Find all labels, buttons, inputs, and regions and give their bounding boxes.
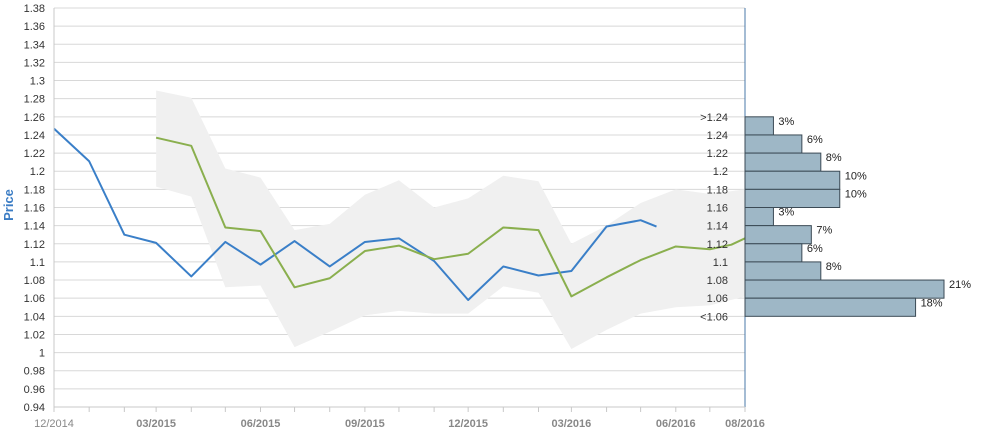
y-tick-label-0: 0.94 [24, 402, 45, 414]
y-tick-label-20: 1.34 [24, 39, 45, 51]
y-tick-label-9: 1.12 [24, 239, 45, 251]
y-tick-label-16: 1.26 [24, 112, 45, 124]
dist-bar-percent-7: 6% [807, 243, 823, 255]
dist-bar-2 [744, 152, 822, 172]
y-tick-label-7: 1.08 [24, 275, 45, 287]
dist-bin-label-3: 1.2 [713, 166, 728, 178]
dist-bar-3 [744, 170, 841, 190]
dist-bin-label-2: 1.22 [707, 148, 728, 160]
dist-bar-percent-9: 21% [949, 279, 971, 291]
x-tick-label-2: 06/2015 [241, 418, 281, 430]
y-tick-label-14: 1.22 [24, 148, 45, 160]
x-tick-label-1: 03/2015 [136, 418, 176, 430]
x-tick-label-5: 03/2016 [552, 418, 592, 430]
y-tick-label-6: 1.06 [24, 293, 45, 305]
distribution-histogram: >1.24 3% 1.24 6% 1.22 8% 1.2 10% 1.18 10% 1.16 3% 1.… [700, 112, 971, 323]
dist-bar-0 [744, 116, 774, 136]
x-tick-label-3: 09/2015 [345, 418, 385, 430]
dist-bar-percent-2: 8% [826, 152, 842, 164]
dist-bar-8 [744, 261, 822, 281]
y-tick-label-1: 0.96 [24, 384, 45, 396]
y-tick-label-11: 1.16 [24, 203, 45, 215]
x-tick-label-7: 08/2016 [725, 418, 765, 430]
y-tick-label-10: 1.14 [24, 221, 45, 233]
dist-bar-percent-10: 18% [921, 297, 943, 309]
y-tick-label-5: 1.04 [24, 311, 45, 323]
x-tick-label-4: 12/2015 [448, 418, 488, 430]
dist-bin-label-1: 1.24 [707, 130, 728, 142]
dist-bin-label-7: 1.12 [707, 239, 728, 251]
dist-bin-label-6: 1.14 [707, 221, 728, 233]
dist-bin-label-11: <1.06 [700, 311, 728, 323]
dist-bar-percent-4: 10% [845, 188, 867, 200]
y-tick-label-21: 1.36 [24, 21, 45, 33]
dist-bar-5 [744, 207, 774, 227]
dist-bin-label-4: 1.18 [707, 184, 728, 196]
confidence-band [156, 90, 745, 349]
dist-bar-9 [744, 279, 945, 299]
dist-bin-label-10: 1.06 [707, 293, 728, 305]
dist-bar-10 [744, 297, 917, 317]
y-tick-label-22: 1.38 [24, 3, 45, 15]
forecast-band [156, 90, 745, 349]
dist-bin-label-0: >1.24 [700, 112, 728, 124]
dist-bar-percent-1: 6% [807, 134, 823, 146]
series-line-1 [155, 136, 746, 298]
dist-bar-percent-5: 3% [778, 207, 794, 219]
y-axis-label: Price [1, 189, 16, 221]
dist-bar-percent-8: 8% [826, 261, 842, 273]
y-tick-label-17: 1.28 [24, 94, 45, 106]
y-tick-label-12: 1.18 [24, 184, 45, 196]
dist-bin-label-8: 1.1 [713, 257, 728, 269]
dist-bar-6 [744, 225, 812, 245]
dist-bar-1 [744, 134, 803, 154]
y-tick-label-8: 1.1 [30, 257, 45, 269]
dist-bar-percent-6: 7% [816, 225, 832, 237]
dist-bar-7 [744, 243, 803, 263]
series-lines [53, 127, 746, 301]
dist-bin-label-9: 1.08 [707, 275, 728, 287]
y-tick-label-18: 1.3 [30, 76, 45, 88]
x-tick-label-6: 06/2016 [656, 418, 696, 430]
dist-bar-4 [744, 188, 841, 208]
x-tick-labels: 12/2014 03/2015 06/2015 09/2015 12/2015 03/20… [34, 418, 765, 430]
x-tick-label-0: 12/2014 [34, 418, 74, 430]
y-tick-label-4: 1.02 [24, 329, 45, 341]
y-tick-label-19: 1.32 [24, 57, 45, 69]
y-tick-label-15: 1.24 [24, 130, 45, 142]
y-tick-label-2: 0.98 [24, 366, 45, 378]
dist-bin-label-5: 1.16 [707, 203, 728, 215]
y-tick-label-3: 1 [39, 348, 45, 360]
series-line-0 [53, 127, 657, 301]
dist-bar-percent-0: 3% [778, 116, 794, 128]
dist-bar-percent-3: 10% [845, 170, 867, 182]
y-tick-labels: 0.94 0.96 0.98 1 1.02 1.04 1.06 1.08 1.1 1.12 1.14… [24, 3, 45, 414]
y-tick-label-13: 1.2 [30, 166, 45, 178]
